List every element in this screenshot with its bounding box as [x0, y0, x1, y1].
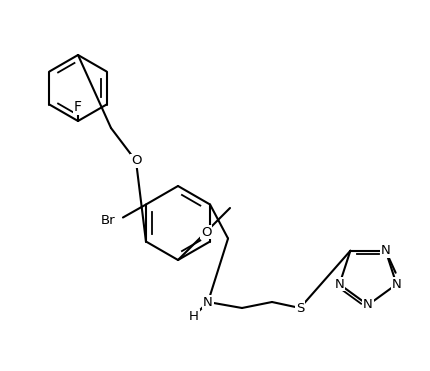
- Text: O: O: [131, 154, 141, 167]
- Text: S: S: [296, 302, 304, 315]
- Text: N: N: [335, 278, 344, 291]
- Text: Br: Br: [100, 214, 115, 227]
- Text: N: N: [381, 244, 390, 257]
- Text: F: F: [74, 100, 82, 114]
- Text: N: N: [363, 299, 373, 312]
- Text: H: H: [189, 309, 199, 322]
- Text: O: O: [201, 226, 211, 239]
- Text: N: N: [203, 295, 213, 309]
- Text: N: N: [392, 278, 402, 291]
